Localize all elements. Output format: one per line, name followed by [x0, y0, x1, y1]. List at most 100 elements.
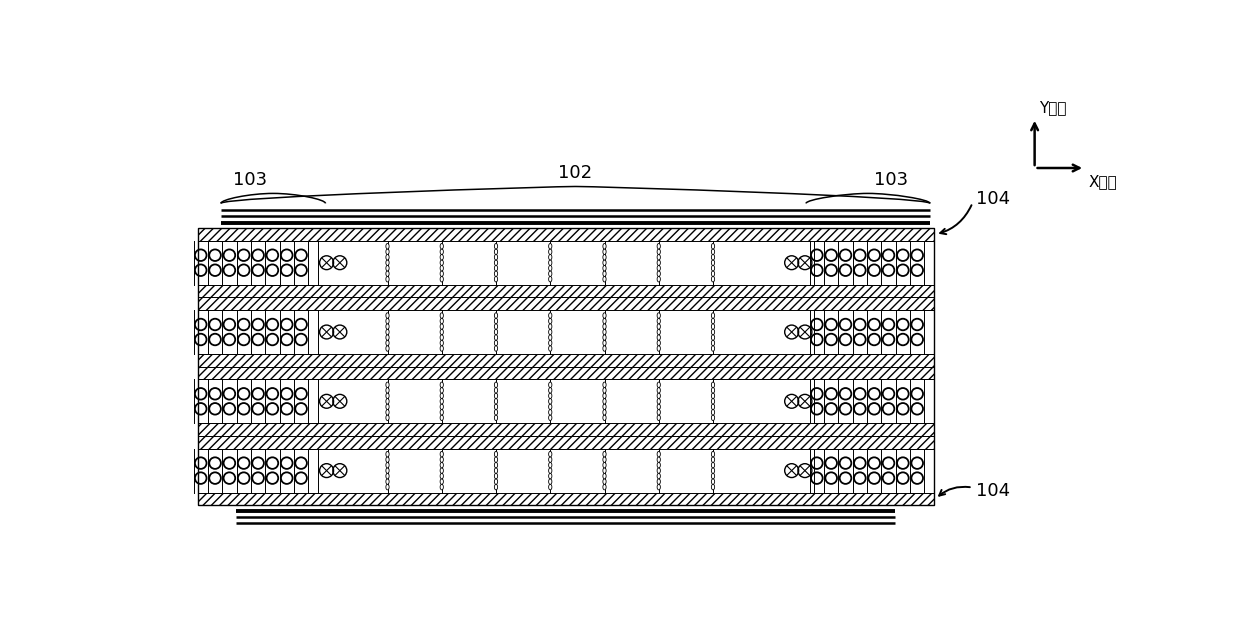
Ellipse shape [657, 277, 661, 282]
Ellipse shape [548, 393, 552, 399]
Ellipse shape [603, 346, 606, 352]
Ellipse shape [386, 451, 389, 457]
Ellipse shape [386, 324, 389, 329]
Ellipse shape [712, 335, 714, 340]
Ellipse shape [440, 393, 444, 399]
Ellipse shape [548, 346, 552, 352]
Ellipse shape [440, 468, 444, 473]
Ellipse shape [386, 468, 389, 473]
Ellipse shape [440, 415, 444, 421]
Ellipse shape [440, 277, 444, 282]
Bar [197, 285, 934, 297]
Bar [197, 449, 317, 493]
Ellipse shape [548, 277, 552, 282]
Ellipse shape [603, 404, 606, 410]
Bar [197, 367, 934, 379]
Ellipse shape [657, 404, 661, 410]
Ellipse shape [603, 473, 606, 479]
Ellipse shape [440, 335, 444, 340]
Ellipse shape [657, 457, 661, 462]
Ellipse shape [548, 462, 552, 468]
Ellipse shape [548, 335, 552, 340]
Ellipse shape [386, 473, 389, 479]
Ellipse shape [495, 468, 497, 473]
Ellipse shape [548, 410, 552, 415]
Ellipse shape [386, 462, 389, 468]
Ellipse shape [440, 473, 444, 479]
Ellipse shape [657, 249, 661, 255]
Ellipse shape [386, 312, 389, 318]
Ellipse shape [495, 387, 497, 393]
Ellipse shape [440, 387, 444, 393]
Bar [197, 436, 934, 449]
Ellipse shape [386, 410, 389, 415]
Ellipse shape [712, 462, 714, 468]
Bar [197, 423, 934, 436]
Ellipse shape [548, 451, 552, 457]
Ellipse shape [440, 399, 444, 404]
Ellipse shape [603, 393, 606, 399]
Ellipse shape [657, 484, 661, 490]
Ellipse shape [495, 484, 497, 490]
Ellipse shape [548, 468, 552, 473]
Ellipse shape [548, 404, 552, 410]
Ellipse shape [386, 399, 389, 404]
Ellipse shape [495, 415, 497, 421]
Ellipse shape [386, 479, 389, 484]
Ellipse shape [440, 312, 444, 318]
Ellipse shape [548, 382, 552, 387]
Ellipse shape [440, 382, 444, 387]
Ellipse shape [603, 318, 606, 324]
Ellipse shape [386, 265, 389, 271]
Ellipse shape [657, 335, 661, 340]
Bar [197, 228, 934, 241]
Ellipse shape [657, 265, 661, 271]
Ellipse shape [386, 271, 389, 277]
Ellipse shape [712, 318, 714, 324]
Ellipse shape [495, 393, 497, 399]
Ellipse shape [657, 318, 661, 324]
Ellipse shape [712, 479, 714, 484]
Ellipse shape [657, 243, 661, 249]
Ellipse shape [440, 265, 444, 271]
Ellipse shape [712, 312, 714, 318]
Ellipse shape [386, 484, 389, 490]
Ellipse shape [603, 255, 606, 260]
Ellipse shape [712, 468, 714, 473]
Ellipse shape [603, 468, 606, 473]
Ellipse shape [386, 260, 389, 265]
Ellipse shape [440, 484, 444, 490]
Ellipse shape [548, 265, 552, 271]
Ellipse shape [440, 451, 444, 457]
Ellipse shape [548, 479, 552, 484]
Ellipse shape [495, 265, 497, 271]
Ellipse shape [495, 271, 497, 277]
Ellipse shape [657, 399, 661, 404]
Ellipse shape [495, 329, 497, 335]
Ellipse shape [440, 243, 444, 249]
Ellipse shape [603, 243, 606, 249]
Ellipse shape [386, 346, 389, 352]
Ellipse shape [386, 255, 389, 260]
Ellipse shape [712, 243, 714, 249]
Text: 104: 104 [977, 190, 1011, 208]
Bar [197, 297, 934, 310]
Ellipse shape [712, 346, 714, 352]
Ellipse shape [548, 249, 552, 255]
Ellipse shape [440, 462, 444, 468]
Ellipse shape [440, 479, 444, 484]
Ellipse shape [386, 457, 389, 462]
Ellipse shape [386, 415, 389, 421]
Ellipse shape [495, 243, 497, 249]
Ellipse shape [712, 260, 714, 265]
Ellipse shape [657, 260, 661, 265]
Bar [813, 241, 934, 285]
Ellipse shape [657, 255, 661, 260]
Ellipse shape [495, 479, 497, 484]
Ellipse shape [495, 399, 497, 404]
Bar [197, 379, 934, 423]
Ellipse shape [603, 399, 606, 404]
Ellipse shape [712, 271, 714, 277]
Ellipse shape [495, 340, 497, 346]
Ellipse shape [548, 243, 552, 249]
